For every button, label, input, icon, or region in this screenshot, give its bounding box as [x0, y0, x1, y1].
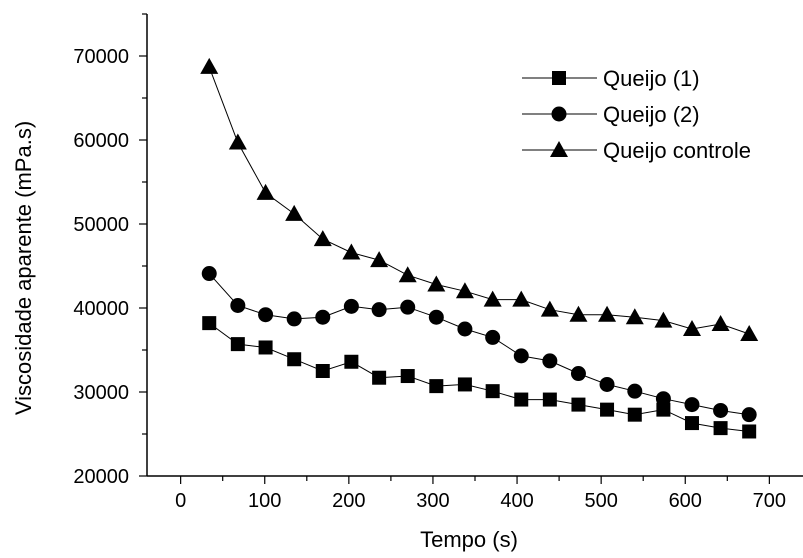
x-axis-title: Tempo (s)	[420, 527, 518, 552]
data-point-triangle	[427, 275, 446, 292]
x-tick-label: 600	[669, 490, 702, 512]
data-point-circle	[201, 266, 217, 282]
data-point-triangle	[654, 311, 673, 328]
data-point-square	[429, 379, 444, 394]
data-point-circle	[457, 321, 473, 337]
series-markers	[200, 57, 759, 439]
data-point-square	[400, 369, 415, 384]
data-point-triangle	[313, 230, 332, 247]
data-point-triangle	[342, 243, 361, 260]
legend-marker-triangle	[550, 141, 568, 157]
data-point-triangle	[625, 308, 644, 325]
x-tick-label: 0	[175, 490, 186, 512]
data-point-triangle	[455, 282, 474, 299]
data-point-circle	[230, 297, 246, 313]
data-point-circle	[684, 397, 700, 413]
legend-label: Queijo (1)	[603, 66, 700, 91]
data-point-triangle	[512, 290, 531, 307]
data-point-triangle	[370, 251, 389, 268]
data-point-circle	[713, 402, 729, 418]
data-point-square	[230, 337, 245, 352]
y-tick-label: 30000	[73, 382, 129, 404]
legend-marker-circle	[551, 106, 567, 122]
data-point-triangle	[540, 300, 559, 317]
legend-label: Queijo controle	[603, 138, 751, 163]
y-tick-label: 70000	[73, 46, 129, 68]
x-tick-label: 200	[332, 490, 365, 512]
data-point-circle	[315, 309, 331, 325]
x-tick-label: 700	[753, 490, 786, 512]
data-point-triangle	[398, 266, 417, 283]
data-point-triangle	[483, 290, 502, 307]
data-point-triangle	[598, 305, 617, 322]
y-axis-title: Viscosidade aparente (mPa.s)	[11, 121, 36, 415]
data-point-triangle	[682, 320, 701, 336]
data-point-circle	[570, 366, 586, 382]
data-point-triangle	[256, 183, 275, 200]
data-point-circle	[513, 348, 529, 364]
data-point-square	[202, 316, 217, 331]
data-point-circle	[258, 307, 274, 323]
y-tick-label: 40000	[73, 298, 129, 320]
data-point-triangle	[740, 325, 759, 342]
data-point-triangle	[228, 133, 247, 150]
axes: 0 100 200 300 400 500 600 700 20000 30000 40000 500…	[73, 13, 803, 512]
x-tick-label: 300	[416, 490, 449, 512]
data-point-square	[344, 354, 359, 369]
data-point-square	[713, 421, 728, 436]
data-point-square	[627, 407, 642, 422]
data-point-square	[571, 397, 586, 412]
data-point-square	[742, 424, 757, 439]
data-point-square	[457, 377, 472, 392]
data-point-square	[315, 364, 330, 378]
data-point-circle	[599, 376, 615, 392]
data-point-circle	[542, 353, 558, 369]
data-point-circle	[371, 302, 387, 318]
data-point-square	[542, 392, 557, 407]
data-point-square	[258, 340, 273, 355]
data-point-circle	[485, 329, 501, 345]
data-point-circle	[428, 309, 444, 325]
data-point-circle	[343, 298, 359, 314]
data-point-square	[684, 416, 699, 431]
legend-label: Queijo (2)	[603, 102, 700, 127]
data-point-circle	[627, 383, 643, 399]
data-point-square	[287, 352, 302, 367]
data-point-square	[372, 370, 387, 385]
data-point-circle	[655, 391, 671, 407]
legend: Queijo (1) Queijo (2) Queijo controle	[522, 66, 751, 163]
data-point-square	[514, 392, 529, 407]
data-point-circle	[400, 299, 416, 315]
y-tick-label: 60000	[73, 130, 129, 152]
data-point-square	[600, 402, 615, 417]
data-point-circle	[286, 311, 302, 327]
data-point-triangle	[569, 305, 588, 322]
data-point-triangle	[200, 57, 219, 74]
x-tick-label: 400	[500, 490, 533, 512]
x-tick-label: 500	[584, 490, 617, 512]
legend-marker-square	[552, 71, 566, 85]
data-point-triangle	[285, 204, 304, 221]
data-point-circle	[741, 407, 757, 423]
data-point-triangle	[711, 314, 730, 331]
y-tick-label: 50000	[73, 214, 129, 236]
data-point-square	[485, 384, 500, 399]
x-tick-label: 100	[248, 490, 281, 512]
y-tick-label: 20000	[73, 466, 129, 488]
data-point-square	[656, 402, 671, 417]
